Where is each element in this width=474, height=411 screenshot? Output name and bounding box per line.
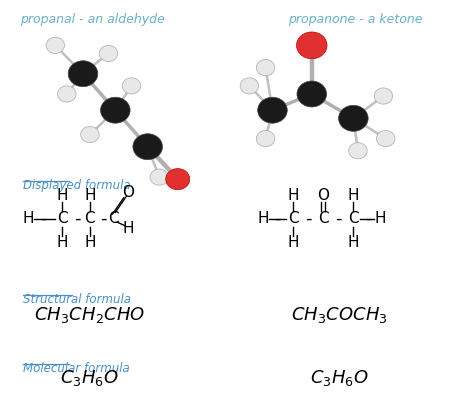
- Circle shape: [46, 37, 64, 53]
- Circle shape: [99, 45, 118, 62]
- Circle shape: [297, 81, 327, 107]
- Circle shape: [81, 127, 99, 143]
- Text: C: C: [318, 211, 328, 226]
- Circle shape: [150, 169, 168, 185]
- Text: H: H: [288, 235, 299, 250]
- Text: C: C: [84, 211, 95, 226]
- Text: H: H: [84, 188, 96, 203]
- Circle shape: [256, 60, 275, 76]
- Text: H: H: [374, 211, 386, 226]
- Text: propanal - an aldehyde: propanal - an aldehyde: [20, 13, 164, 26]
- Text: CH$_3$COCH$_3$: CH$_3$COCH$_3$: [291, 305, 388, 325]
- Text: -: -: [365, 210, 372, 228]
- Text: H: H: [23, 211, 34, 226]
- Text: H: H: [347, 235, 359, 250]
- Text: CH$_3$CH$_2$CHO: CH$_3$CH$_2$CHO: [34, 305, 146, 325]
- Text: H: H: [56, 188, 68, 203]
- Circle shape: [100, 97, 130, 123]
- Text: O: O: [122, 185, 134, 200]
- Text: -: -: [100, 210, 107, 228]
- Circle shape: [68, 61, 98, 87]
- Circle shape: [376, 131, 395, 147]
- Text: C: C: [348, 211, 359, 226]
- Text: propanone - a ketone: propanone - a ketone: [288, 13, 423, 26]
- Circle shape: [349, 143, 367, 159]
- Text: -: -: [305, 210, 312, 228]
- Text: H: H: [84, 235, 96, 250]
- Text: H: H: [347, 188, 359, 203]
- Circle shape: [258, 97, 287, 123]
- Circle shape: [338, 105, 368, 131]
- Circle shape: [166, 169, 190, 190]
- Text: C: C: [108, 211, 118, 226]
- Text: H: H: [122, 221, 134, 236]
- Circle shape: [57, 86, 76, 102]
- Text: C$_3$H$_6$O: C$_3$H$_6$O: [310, 368, 369, 388]
- Text: Molecular formula: Molecular formula: [23, 362, 130, 374]
- Text: -: -: [74, 210, 81, 228]
- Text: -: -: [274, 210, 281, 228]
- Text: -: -: [40, 210, 47, 228]
- Circle shape: [374, 88, 392, 104]
- Text: -: -: [335, 210, 341, 228]
- Text: C: C: [288, 211, 299, 226]
- Circle shape: [256, 131, 275, 147]
- Circle shape: [297, 32, 327, 59]
- Text: Structural formula: Structural formula: [23, 293, 131, 306]
- Text: H: H: [288, 188, 299, 203]
- Text: Displayed formula: Displayed formula: [23, 179, 130, 192]
- Text: C: C: [57, 211, 67, 226]
- Text: H: H: [257, 211, 269, 226]
- Text: C$_3$H$_6$O: C$_3$H$_6$O: [61, 368, 119, 388]
- Circle shape: [122, 78, 141, 94]
- Circle shape: [133, 134, 163, 160]
- Text: O: O: [317, 188, 329, 203]
- Circle shape: [240, 78, 259, 94]
- Text: H: H: [56, 235, 68, 250]
